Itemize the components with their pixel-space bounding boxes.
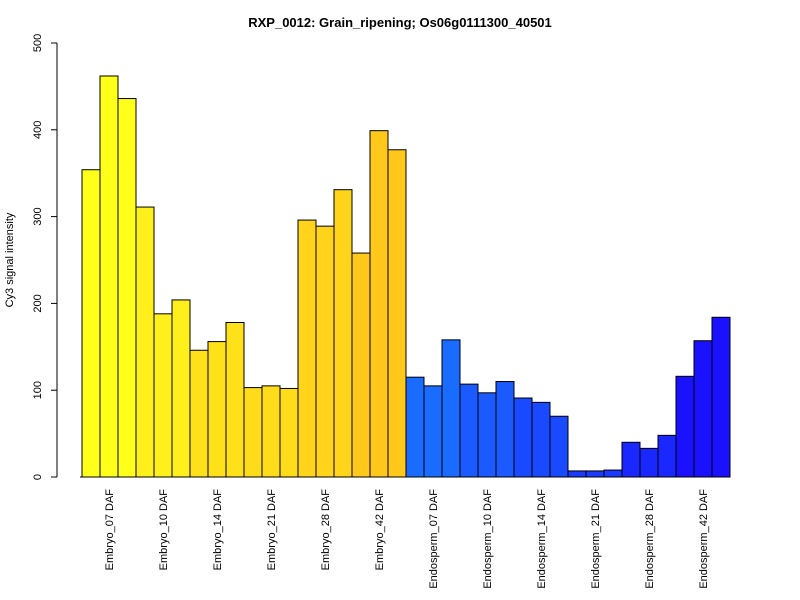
bar bbox=[603, 469, 623, 478]
bar bbox=[477, 392, 497, 478]
bar bbox=[693, 340, 713, 478]
x-tick-label: Embryo_07 DAF bbox=[104, 489, 116, 571]
bar bbox=[279, 387, 299, 478]
bar bbox=[441, 339, 461, 478]
bar bbox=[351, 252, 371, 478]
x-tick-label: Endosperm_42 DAF bbox=[698, 489, 710, 589]
x-tick-label: Embryo_10 DAF bbox=[158, 489, 170, 571]
x-tick-labels: Embryo_07 DAF Embryo_10 DAF Embryo_14 DAF E… bbox=[104, 489, 710, 589]
bar bbox=[189, 349, 209, 478]
bar bbox=[621, 441, 641, 478]
bar bbox=[531, 401, 551, 478]
bar bbox=[585, 470, 605, 478]
bar bbox=[711, 316, 731, 478]
bar bbox=[81, 169, 101, 478]
bar bbox=[513, 397, 533, 478]
bar bbox=[423, 385, 443, 478]
x-tick-label: Embryo_14 DAF bbox=[212, 489, 224, 571]
x-tick-label: Endosperm_07 DAF bbox=[428, 489, 440, 589]
bar bbox=[333, 189, 353, 478]
bar bbox=[675, 375, 695, 478]
bar bbox=[153, 313, 173, 478]
y-tick-label: 200 bbox=[32, 294, 44, 312]
x-tick-label: Embryo_42 DAF bbox=[374, 489, 386, 571]
bar bbox=[387, 149, 407, 478]
bar bbox=[459, 383, 479, 478]
bar bbox=[297, 219, 317, 478]
bar bbox=[315, 225, 335, 478]
bar bbox=[405, 376, 425, 478]
x-tick-label: Embryo_21 DAF bbox=[266, 489, 278, 571]
bar bbox=[369, 130, 389, 478]
y-tick-label: 500 bbox=[32, 34, 44, 52]
x-tick-label: Endosperm_14 DAF bbox=[536, 489, 548, 589]
x-tick-label: Endosperm_28 DAF bbox=[644, 489, 656, 589]
bar bbox=[225, 321, 245, 478]
bar bbox=[639, 447, 659, 478]
bar bbox=[207, 341, 227, 478]
bar bbox=[243, 387, 263, 478]
y-axis-label: Cy3 signal intensity bbox=[4, 212, 16, 307]
y-tick-label: 300 bbox=[32, 207, 44, 225]
y-tick-label: 0 bbox=[32, 474, 44, 480]
bars bbox=[81, 75, 731, 478]
y-axis: 0 100 200 300 400 500 bbox=[32, 34, 58, 480]
bar bbox=[261, 385, 281, 478]
bar bbox=[171, 299, 191, 478]
x-tick-label: Endosperm_21 DAF bbox=[590, 489, 602, 589]
y-tick-label: 100 bbox=[32, 381, 44, 399]
bar bbox=[549, 415, 569, 478]
bar bbox=[117, 98, 137, 478]
chart-title: RXP_0012: Grain_ripening; Os06g0111300_4… bbox=[248, 15, 552, 30]
bar bbox=[657, 434, 677, 478]
bar bbox=[495, 381, 515, 478]
y-tick-label: 400 bbox=[32, 121, 44, 139]
x-tick-label: Embryo_28 DAF bbox=[320, 489, 332, 571]
bar bbox=[135, 206, 155, 478]
x-tick-label: Endosperm_10 DAF bbox=[482, 489, 494, 589]
bar bbox=[99, 75, 119, 478]
bar bbox=[567, 470, 587, 478]
